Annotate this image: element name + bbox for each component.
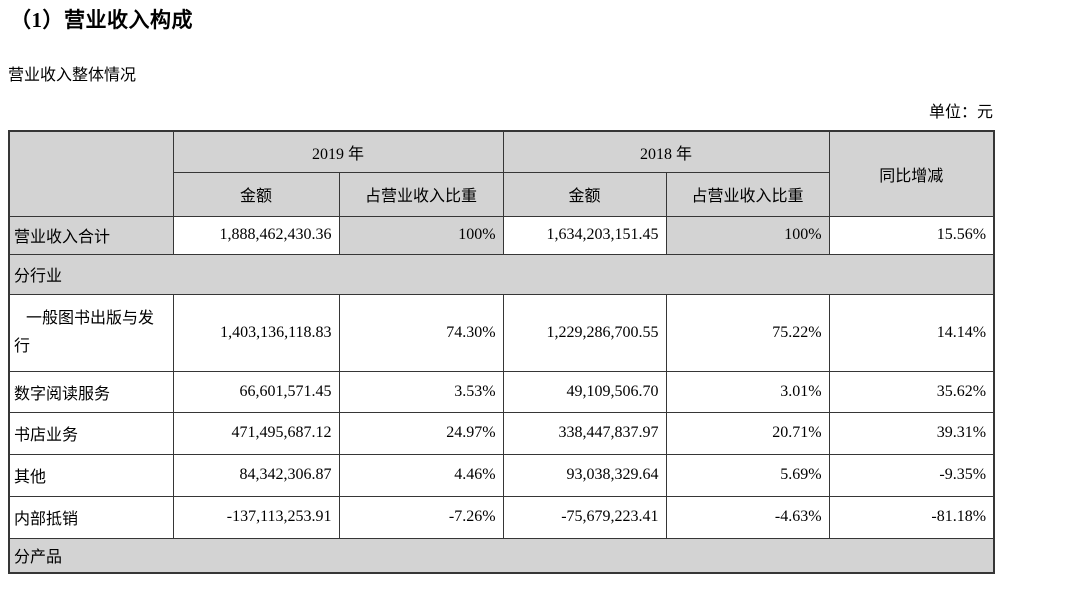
table-row: 一般图书出版与发行 1,403,136,118.83 74.30% 1,229,… <box>8 293 995 372</box>
header-ratio-2019: 占营业收入比重 <box>338 171 504 217</box>
yoy-value: -81.18% <box>828 495 995 539</box>
header-amount-2018: 金额 <box>502 171 667 217</box>
amount-2018: 1,634,203,151.45 <box>502 215 667 255</box>
header-row-measures: 金额 占营业收入比重 金额 占营业收入比重 <box>9 171 994 217</box>
amount-2019: 471,495,687.12 <box>172 411 340 455</box>
table-row: 其他 84,342,306.87 4.46% 93,038,329.64 5.6… <box>8 453 995 497</box>
amount-2018: 49,109,506.70 <box>502 370 667 413</box>
header-year-2018: 2018 年 <box>502 130 830 173</box>
ratio-2019: 4.46% <box>338 453 504 497</box>
table-row: 内部抵销 -137,113,253.91 -7.26% -75,679,223.… <box>8 495 995 539</box>
ratio-2018: 20.71% <box>665 411 830 455</box>
yoy-value: -9.35% <box>828 453 995 497</box>
ratio-2018: 100% <box>665 215 830 255</box>
row-label-text: 一般图书出版与发行 <box>14 310 155 355</box>
row-label: 其他 <box>8 453 174 497</box>
header-yoy: 同比增减 <box>828 130 995 217</box>
section-row-by-product: 分产品 <box>8 537 995 574</box>
section-subtitle: 营业收入整体情况 <box>8 67 137 84</box>
ratio-2019: 3.53% <box>338 370 504 413</box>
page-title: （1）营业收入构成 <box>10 8 193 32</box>
yoy-value: 39.31% <box>828 411 995 455</box>
header-amount-2019: 金额 <box>172 171 340 217</box>
ratio-2018: -4.63% <box>665 495 830 539</box>
corner-cell <box>8 130 174 217</box>
ratio-2018: 75.22% <box>665 293 830 372</box>
section-label: 分行业 <box>8 253 995 295</box>
ratio-2019: 74.30% <box>338 293 504 372</box>
table-row: 书店业务 471,495,687.12 24.97% 338,447,837.9… <box>8 411 995 455</box>
yoy-value: 14.14% <box>828 293 995 372</box>
row-label: 一般图书出版与发行 <box>8 293 174 372</box>
header-row-years: 2019 年 2018 年 同比增减 <box>8 130 995 217</box>
revenue-composition-table: 2019 年 2018 年 同比增减 金额 占营业收入比重 金额 占营业收入比重… <box>8 130 996 574</box>
amount-2019: 66,601,571.45 <box>172 370 340 413</box>
table-row: 数字阅读服务 66,601,571.45 3.53% 49,109,506.70… <box>8 370 995 413</box>
unit-label: 单位：元 <box>928 104 993 121</box>
row-label: 内部抵销 <box>8 495 174 539</box>
header-year-2019: 2019 年 <box>172 130 504 173</box>
row-label: 书店业务 <box>8 411 174 455</box>
section-label: 分产品 <box>8 537 995 574</box>
ratio-2019: -7.26% <box>338 495 504 539</box>
amount-2018: 1,229,286,700.55 <box>502 293 667 372</box>
yoy-value: 35.62% <box>828 370 995 413</box>
amount-2018: 338,447,837.97 <box>502 411 667 455</box>
amount-2019: 1,403,136,118.83 <box>172 293 340 372</box>
row-label: 数字阅读服务 <box>8 370 174 413</box>
amount-2019: 1,888,462,430.36 <box>172 215 340 255</box>
ratio-2019: 24.97% <box>338 411 504 455</box>
ratio-2018: 3.01% <box>665 370 830 413</box>
row-label: 营业收入合计 <box>8 215 174 255</box>
section-row-by-industry: 分行业 <box>8 253 995 295</box>
table-row-total: 营业收入合计 1,888,462,430.36 100% 1,634,203,1… <box>8 215 995 255</box>
amount-2019: -137,113,253.91 <box>172 495 340 539</box>
amount-2018: -75,679,223.41 <box>502 495 667 539</box>
amount-2018: 93,038,329.64 <box>502 453 667 497</box>
amount-2019: 84,342,306.87 <box>172 453 340 497</box>
yoy-value: 15.56% <box>828 215 995 255</box>
ratio-2018: 5.69% <box>665 453 830 497</box>
ratio-2019: 100% <box>338 215 504 255</box>
header-ratio-2018: 占营业收入比重 <box>665 171 830 217</box>
